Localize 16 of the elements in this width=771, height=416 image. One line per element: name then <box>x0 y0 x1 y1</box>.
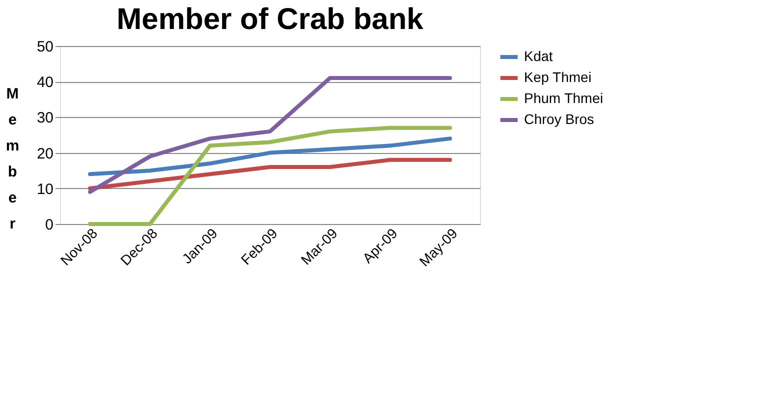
chart-title: Member of Crab bank <box>116 3 424 36</box>
line-series <box>88 136 452 176</box>
y-tick-label: 20 <box>36 145 54 162</box>
line-series <box>88 126 452 226</box>
y-tick-label: 0 <box>45 216 54 234</box>
y-axis-title: Member <box>6 86 20 232</box>
legend-label: Kdat <box>524 48 553 64</box>
y-tick-label: 40 <box>36 74 54 92</box>
legend-label: Chroy Bros <box>524 111 594 127</box>
legend-label: Phum Thmei <box>524 90 604 106</box>
y-tick-label: 50 <box>36 38 54 56</box>
y-tick-label: 30 <box>36 110 54 127</box>
y-tick-label: 10 <box>36 180 54 198</box>
line-series <box>88 158 452 190</box>
line-series <box>88 76 452 194</box>
legend-label: Kep Thmei <box>524 69 592 85</box>
